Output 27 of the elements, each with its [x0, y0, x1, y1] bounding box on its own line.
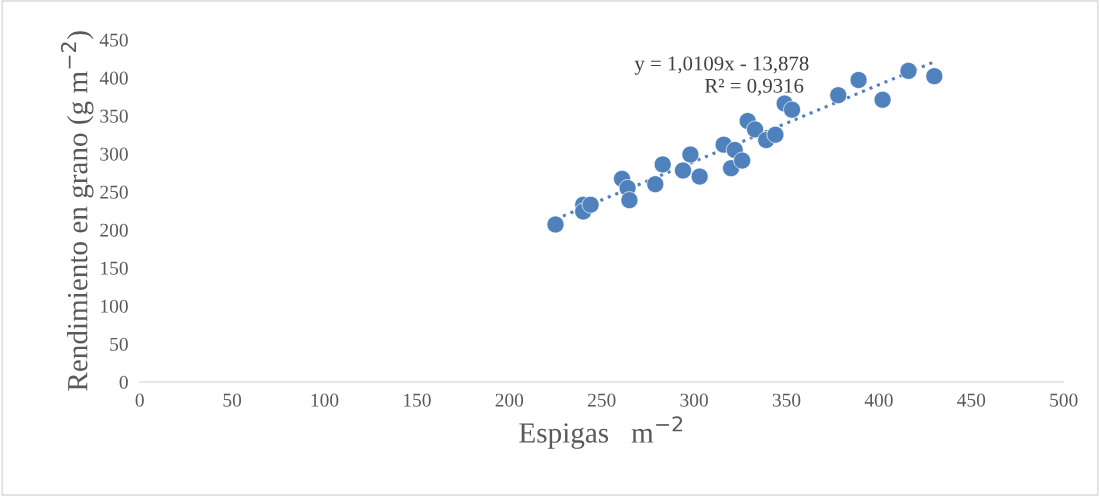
y-axis-title: Rendimiento en grano (g m$^{−2}$) — [60, 31, 94, 391]
x-tick-label: 50 — [223, 393, 242, 407]
y-tick-label: 50 — [110, 337, 128, 351]
x-tick-label: 400 — [864, 393, 893, 407]
y-tick-label: 0 — [119, 375, 128, 389]
x-tick-label: 150 — [404, 393, 431, 407]
y-tick-label: 450 — [99, 33, 128, 47]
x-tick-label: 0 — [135, 393, 144, 407]
x-tick-label: 250 — [587, 393, 616, 407]
y-tick-label: 150 — [101, 261, 128, 275]
y-tick-label: 100 — [101, 299, 128, 313]
x-tick-label: 300 — [680, 393, 708, 407]
y-tick-label: 200 — [100, 223, 128, 237]
y-tick-label: 400 — [99, 71, 128, 85]
point — [581, 195, 600, 214]
annotation: R² = 0,9316 — [704, 78, 804, 96]
point — [873, 90, 892, 109]
x-tick-label: 450 — [957, 393, 986, 407]
y-tick-label: 350 — [100, 109, 128, 123]
x-tick-label: 100 — [311, 393, 339, 407]
x-axis-title: Espigas m$^{−2}$ — [519, 416, 683, 449]
y-tick-label: 300 — [100, 147, 128, 161]
annotation: y = 1,0109x - 13,878 — [634, 56, 809, 75]
x-tick-label: 350 — [772, 393, 801, 407]
x-tick-label: 200 — [495, 393, 524, 407]
x-tick-label: 500 — [1050, 393, 1078, 407]
y-tick-label: 250 — [100, 185, 128, 199]
